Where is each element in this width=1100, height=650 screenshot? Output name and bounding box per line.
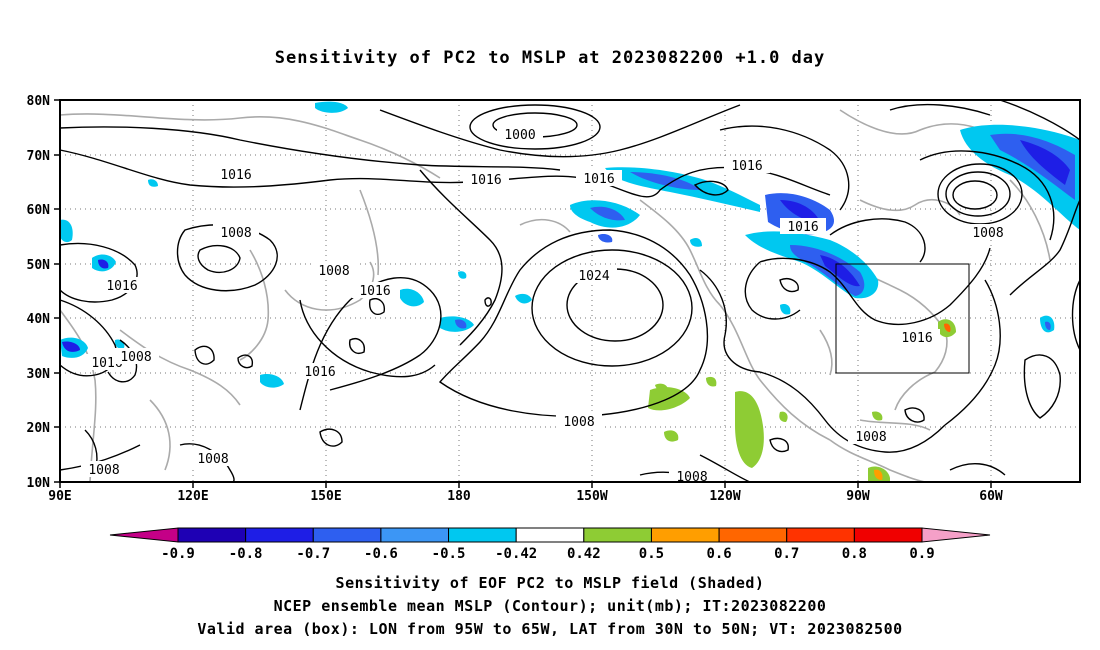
colorbar-cell	[515, 527, 585, 543]
colorbar-cell	[583, 527, 652, 543]
colorbar-cell	[853, 527, 923, 543]
plot-title: Sensitivity of PC2 to MSLP at 2023082200…	[274, 48, 826, 68]
colorbar-label: -0.6	[364, 546, 398, 562]
colorbar-label: 0.42	[567, 546, 601, 562]
axis-ticks	[54, 99, 992, 488]
colorbar-cell	[718, 527, 788, 543]
lat-label: 50N	[27, 258, 51, 273]
contour-label: 1016	[731, 159, 762, 174]
colorbar-label: -0.9	[161, 546, 195, 562]
colorbar-label: 0.8	[842, 546, 867, 562]
contour-label: 1008	[855, 430, 886, 445]
contour-label: 1016	[304, 365, 335, 380]
lat-label: 80N	[27, 94, 51, 109]
colorbar-label: -0.5	[432, 546, 466, 562]
contour-label: 1016	[470, 173, 501, 188]
shaded-sensitivity	[60, 101, 1080, 482]
colorbar-max-arrow	[921, 527, 991, 543]
caption-contour: NCEP ensemble mean MSLP (Contour); unit(…	[273, 597, 827, 615]
contour-label: 1000	[504, 128, 535, 143]
colorbar-cell	[380, 527, 450, 543]
contour-label: 1016	[359, 284, 390, 299]
lat-labels: 80N 70N 60N 50N 40N 30N 20N 10N	[27, 94, 51, 491]
colorbar-label: 0.7	[774, 546, 799, 562]
contour-label: 1008	[220, 226, 251, 241]
contour-label: 1016	[583, 172, 614, 187]
contour-label: 1024	[578, 269, 609, 284]
colorbar-cell	[245, 527, 314, 543]
caption-valid-area: Valid area (box): LON from 95W to 65W, L…	[197, 620, 903, 638]
lon-label: 90W	[846, 489, 870, 504]
lon-labels: 90E 120E 150E 180 150W 120W 90W 60W	[48, 489, 1003, 504]
colorbar-min-arrow	[109, 527, 179, 543]
colorbar-label: -0.7	[296, 546, 330, 562]
colorbar-cell	[177, 527, 247, 543]
lon-label: 90E	[48, 489, 71, 504]
contour-label: 1016	[106, 279, 137, 294]
colorbar-cell	[650, 527, 720, 543]
lon-label: 120W	[709, 489, 740, 504]
caption-shaded: Sensitivity of EOF PC2 to MSLP field (Sh…	[335, 574, 765, 592]
lat-label: 10N	[27, 476, 51, 491]
lat-label: 70N	[27, 149, 51, 164]
colorbar-label: -0.42	[495, 546, 537, 562]
contour-label: 1008	[563, 415, 594, 430]
colorbar-label: 0.5	[639, 546, 664, 562]
contour-label: 1008	[318, 264, 349, 279]
lon-label: 150E	[310, 489, 341, 504]
contour-label: 1008	[197, 452, 228, 467]
lat-label: 20N	[27, 421, 51, 436]
colorbar-label: 0.9	[909, 546, 934, 562]
contour-label: 1016	[787, 220, 818, 235]
colorbar-cell	[312, 527, 382, 543]
colorbar-label: 0.6	[706, 546, 731, 562]
lon-label: 180	[447, 489, 471, 504]
contour-label: 1016	[220, 168, 251, 183]
colorbar-cell	[786, 527, 855, 543]
lon-label: 150W	[576, 489, 607, 504]
contour-labels: 1000 1016 1016 1016 1016 1008 1008 1016 …	[81, 126, 1011, 485]
lat-label: 40N	[27, 312, 51, 327]
lon-label: 60W	[979, 489, 1003, 504]
colorbar-label: -0.8	[229, 546, 263, 562]
lon-label: 120E	[177, 489, 208, 504]
map-frame	[59, 99, 1081, 483]
valid-area-box	[835, 263, 970, 374]
contour-label: 1008	[88, 463, 119, 478]
colorbar-cell	[448, 527, 517, 543]
mslp-contours	[59, 99, 1081, 483]
colorbar: -0.9 -0.8 -0.7 -0.6 -0.5 -0.42 0.42 0.5 0.6 0.7 0.…	[109, 527, 991, 562]
lat-label: 60N	[27, 203, 51, 218]
contour-label: 1008	[120, 350, 151, 365]
contour-label: 1008	[972, 226, 1003, 241]
lat-label: 30N	[27, 367, 51, 382]
contour-label: 1016	[901, 331, 932, 346]
